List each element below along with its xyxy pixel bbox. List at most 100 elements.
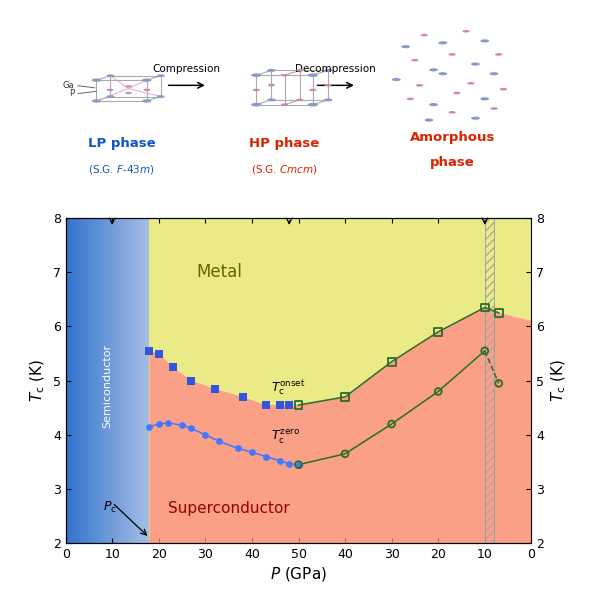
Polygon shape <box>145 218 147 543</box>
Polygon shape <box>141 218 143 543</box>
Y-axis label: $T_{\rm c}$ (K): $T_{\rm c}$ (K) <box>550 359 568 402</box>
Polygon shape <box>68 218 70 543</box>
Ellipse shape <box>490 72 498 75</box>
Polygon shape <box>106 218 107 543</box>
Ellipse shape <box>106 95 115 98</box>
Point <box>214 436 224 446</box>
Point <box>187 376 196 386</box>
Ellipse shape <box>471 116 480 120</box>
Ellipse shape <box>481 39 489 42</box>
Polygon shape <box>101 218 103 543</box>
Text: $T_{\rm c}^{\rm zero}$: $T_{\rm c}^{\rm zero}$ <box>270 427 300 445</box>
Polygon shape <box>107 218 110 543</box>
Point <box>494 378 503 388</box>
Polygon shape <box>78 218 81 543</box>
Point <box>187 424 196 433</box>
Ellipse shape <box>157 75 165 77</box>
Point <box>154 349 164 358</box>
Text: P: P <box>69 89 74 98</box>
Point <box>480 346 490 356</box>
Ellipse shape <box>407 97 414 100</box>
Point <box>177 420 187 430</box>
Ellipse shape <box>125 85 132 88</box>
Ellipse shape <box>142 78 152 82</box>
Point <box>168 362 177 372</box>
Polygon shape <box>128 218 131 543</box>
Point <box>144 346 154 356</box>
Ellipse shape <box>416 84 423 87</box>
Ellipse shape <box>92 78 101 82</box>
Polygon shape <box>139 218 141 543</box>
Ellipse shape <box>157 95 165 98</box>
Ellipse shape <box>253 89 260 91</box>
Point <box>164 418 173 427</box>
Point <box>294 460 303 469</box>
Ellipse shape <box>267 69 276 72</box>
Polygon shape <box>147 218 149 543</box>
Ellipse shape <box>463 30 470 33</box>
Ellipse shape <box>500 88 507 91</box>
Text: $T_{\rm c}^{\rm onset}$: $T_{\rm c}^{\rm onset}$ <box>270 379 305 398</box>
Polygon shape <box>103 218 106 543</box>
Ellipse shape <box>106 75 115 77</box>
Ellipse shape <box>268 84 275 87</box>
Point <box>284 400 294 410</box>
Point <box>238 392 247 402</box>
Point <box>433 327 443 337</box>
Polygon shape <box>72 218 74 543</box>
Ellipse shape <box>471 63 480 66</box>
Text: phase: phase <box>430 156 475 170</box>
Point <box>340 449 350 458</box>
Polygon shape <box>97 218 99 543</box>
Polygon shape <box>93 218 95 543</box>
Ellipse shape <box>308 103 318 106</box>
Polygon shape <box>91 218 93 543</box>
Polygon shape <box>149 307 531 543</box>
Polygon shape <box>66 218 68 543</box>
Ellipse shape <box>251 73 261 77</box>
Y-axis label: $T_{\rm c}$ (K): $T_{\rm c}$ (K) <box>29 359 47 402</box>
Text: Metal: Metal <box>196 263 242 281</box>
Ellipse shape <box>125 92 132 94</box>
Ellipse shape <box>251 103 261 106</box>
Point <box>247 447 257 457</box>
Bar <box>485 218 494 543</box>
Ellipse shape <box>420 34 428 36</box>
Text: HP phase: HP phase <box>250 137 319 150</box>
Ellipse shape <box>92 99 101 103</box>
Ellipse shape <box>325 84 332 87</box>
Polygon shape <box>143 218 145 543</box>
Ellipse shape <box>429 68 438 72</box>
Point <box>233 444 243 453</box>
Point <box>387 357 396 367</box>
Polygon shape <box>85 218 87 543</box>
Ellipse shape <box>424 118 433 122</box>
Polygon shape <box>116 218 118 543</box>
Point <box>201 430 210 439</box>
Text: Decompression: Decompression <box>296 64 376 74</box>
X-axis label: $P$ (GPa): $P$ (GPa) <box>270 565 327 583</box>
Ellipse shape <box>296 69 303 72</box>
Ellipse shape <box>107 89 113 91</box>
Polygon shape <box>131 218 133 543</box>
Polygon shape <box>87 218 89 543</box>
Polygon shape <box>95 218 97 543</box>
Ellipse shape <box>481 97 489 100</box>
Ellipse shape <box>324 69 333 72</box>
Text: Ga: Ga <box>62 81 74 90</box>
Point <box>494 308 503 318</box>
Ellipse shape <box>296 99 303 101</box>
Ellipse shape <box>324 99 333 101</box>
Text: (S.G. $\mathit{Cmcm}$): (S.G. $\mathit{Cmcm}$) <box>251 163 318 176</box>
Point <box>284 459 294 469</box>
Polygon shape <box>135 218 137 543</box>
Polygon shape <box>122 218 124 543</box>
Ellipse shape <box>309 89 316 91</box>
Polygon shape <box>118 218 120 543</box>
Ellipse shape <box>448 53 456 56</box>
Polygon shape <box>133 218 135 543</box>
Ellipse shape <box>401 45 410 48</box>
Polygon shape <box>120 218 122 543</box>
Point <box>480 303 490 312</box>
Ellipse shape <box>467 82 475 85</box>
